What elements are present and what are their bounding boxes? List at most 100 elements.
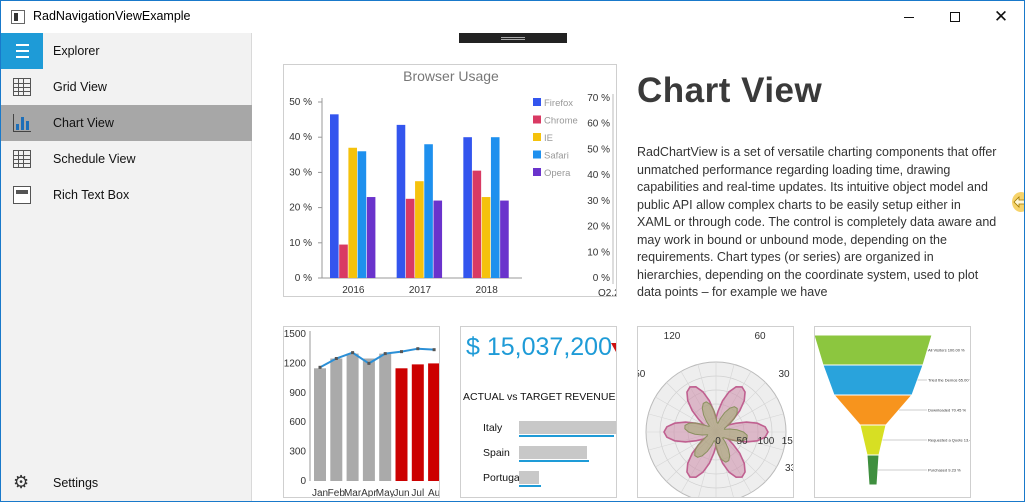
kpi-row-label: Spain (483, 447, 510, 459)
funnel-stage-label: Requested a Quote 13.40 % (928, 438, 971, 443)
y-tick-label: 10 % (289, 238, 312, 249)
pane-drag-handle[interactable] (459, 33, 567, 43)
y-tick-label: 0 (300, 476, 306, 487)
legend-swatch-ie (533, 133, 541, 141)
y-tick-label: 300 (289, 447, 306, 458)
bar-feb (330, 358, 343, 481)
kpi-row-label: Portugal (483, 472, 523, 484)
secondary-y-tick-label: 30 % (587, 196, 610, 207)
bar-safari-2017 (424, 144, 433, 278)
schedule-icon (13, 150, 31, 168)
x-tick-label: Jan (312, 488, 328, 498)
angle-label: 120 (664, 331, 681, 342)
kpi-actual-bar (519, 446, 587, 459)
kpi-row-label: Italy (483, 422, 503, 434)
y-tick-label: 20 % (289, 203, 312, 214)
kpi-subtitle: ACTUAL vs TARGET REVENUE by CO (463, 391, 616, 403)
x-tick-label: May (376, 488, 395, 498)
trend-point (383, 352, 387, 356)
kpi-value: $ 15,037,200 (466, 333, 612, 361)
y-tick-label: 50 % (289, 97, 312, 108)
bar-opera-2016 (366, 197, 376, 278)
nav-item-rich-text-box[interactable]: Rich Text Box (1, 177, 252, 213)
x-tick-label: Feb (328, 488, 346, 498)
radial-tick-label: 0 (715, 436, 721, 447)
angle-label: 33 (785, 463, 794, 474)
x-tick-label: Mar (344, 488, 362, 498)
bar-chrome-2016 (339, 244, 348, 278)
bar-opera-2018 (500, 200, 509, 278)
x-tick-label: 2018 (476, 285, 499, 296)
maximize-button[interactable] (932, 1, 978, 33)
page-description: RadChartView is a set of versatile chart… (637, 145, 997, 299)
y-tick-label: 600 (289, 417, 306, 428)
bar-firefox-2017 (396, 124, 406, 278)
bar-chart-icon (13, 114, 31, 132)
secondary-y-tick-label: 40 % (587, 170, 610, 181)
trend-point (400, 350, 403, 354)
trend-point (367, 361, 371, 365)
trend-point (318, 365, 322, 369)
legend-label-ie: IE (544, 133, 553, 144)
nav-item-chart-view[interactable]: Chart View (1, 105, 252, 141)
splitter-grip-icon[interactable] (1011, 191, 1025, 213)
navigation-pane: Explorer Grid View Chart View Schedule V… (1, 33, 252, 501)
bar-jan (314, 368, 326, 481)
bar-safari-2018 (490, 137, 500, 278)
y-tick-label: 1500 (284, 329, 306, 340)
funnel-stage (866, 454, 880, 486)
funnel-svg: All Visitors 100.00 % Tried the Demos 65.… (815, 334, 971, 486)
x-tick-label: Jul (411, 488, 424, 498)
down-arrow-icon (611, 343, 616, 352)
minimize-button[interactable] (886, 1, 932, 33)
nav-item-schedule-view[interactable]: Schedule View (1, 141, 252, 177)
grid-icon (13, 78, 31, 96)
hamburger-icon[interactable] (1, 33, 43, 69)
angle-label: 30 (778, 369, 790, 380)
kpi-target-line (519, 435, 614, 437)
bar-safari-2016 (357, 151, 367, 278)
minimize-icon (904, 16, 914, 18)
x-tick-label: Apr (361, 488, 377, 498)
polar-svg: 120 60 150 30 0 50 100 150 33 (638, 331, 794, 497)
polar-chart[interactable]: 120 60 150 30 0 50 100 150 33 (637, 326, 794, 498)
nav-item-label: Grid View (53, 80, 107, 94)
bar-ie-2016 (348, 147, 357, 278)
radial-tick-label: 150 (782, 436, 794, 447)
kpi-target-line (519, 485, 541, 487)
y-tick-label: 900 (289, 388, 306, 399)
radial-tick-label: 50 (736, 436, 748, 447)
y-tick-label: 0 % (295, 273, 312, 284)
bar-may (379, 353, 392, 481)
legend-swatch-safari (533, 150, 541, 159)
funnel-chart[interactable]: All Visitors 100.00 % Tried the Demos 65.… (814, 326, 971, 498)
angle-label: 60 (754, 331, 766, 342)
nav-item-label: Schedule View (53, 152, 136, 166)
bar-mar (346, 353, 359, 481)
funnel-stage-label: All Visitors 100.00 % (928, 348, 965, 353)
revenue-kpi-tile[interactable]: $ 15,037,200 ACTUAL vs TARGET REVENUE by… (460, 326, 617, 498)
bar-apr (362, 358, 375, 481)
secondary-y-tick-label: 10 % (587, 247, 610, 258)
funnel-stage-label: Tried the Demos 65.00 % (928, 378, 971, 383)
window-title: RadNavigationViewExample (33, 9, 191, 23)
nav-item-settings[interactable]: ⚙ Settings (1, 465, 252, 501)
funnel-stage-label: Downloaded 70.45 % (928, 408, 966, 413)
bar-ie-2018 (481, 197, 491, 278)
bar-opera-2017 (433, 200, 443, 278)
trend-point (416, 347, 420, 351)
nav-item-explorer[interactable]: Explorer (1, 33, 252, 69)
nav-item-grid-view[interactable]: Grid View (1, 69, 252, 105)
close-button[interactable]: ✕ (978, 1, 1024, 33)
bar-jun (395, 368, 408, 481)
bar-firefox-2016 (330, 114, 339, 278)
legend-label-opera: Opera (544, 168, 571, 179)
nav-item-label: Chart View (53, 116, 114, 130)
bar-firefox-2018 (463, 137, 472, 278)
secondary-y-tick-label: 20 % (587, 222, 610, 233)
x-tick-label: 2017 (409, 285, 432, 296)
gear-icon: ⚙ (13, 472, 30, 493)
monthly-combo-chart[interactable]: 0 300 600 900 1200 1500 Jan Feb Mar Apr May Jun Jul A… (283, 326, 440, 498)
trend-point (432, 348, 436, 352)
